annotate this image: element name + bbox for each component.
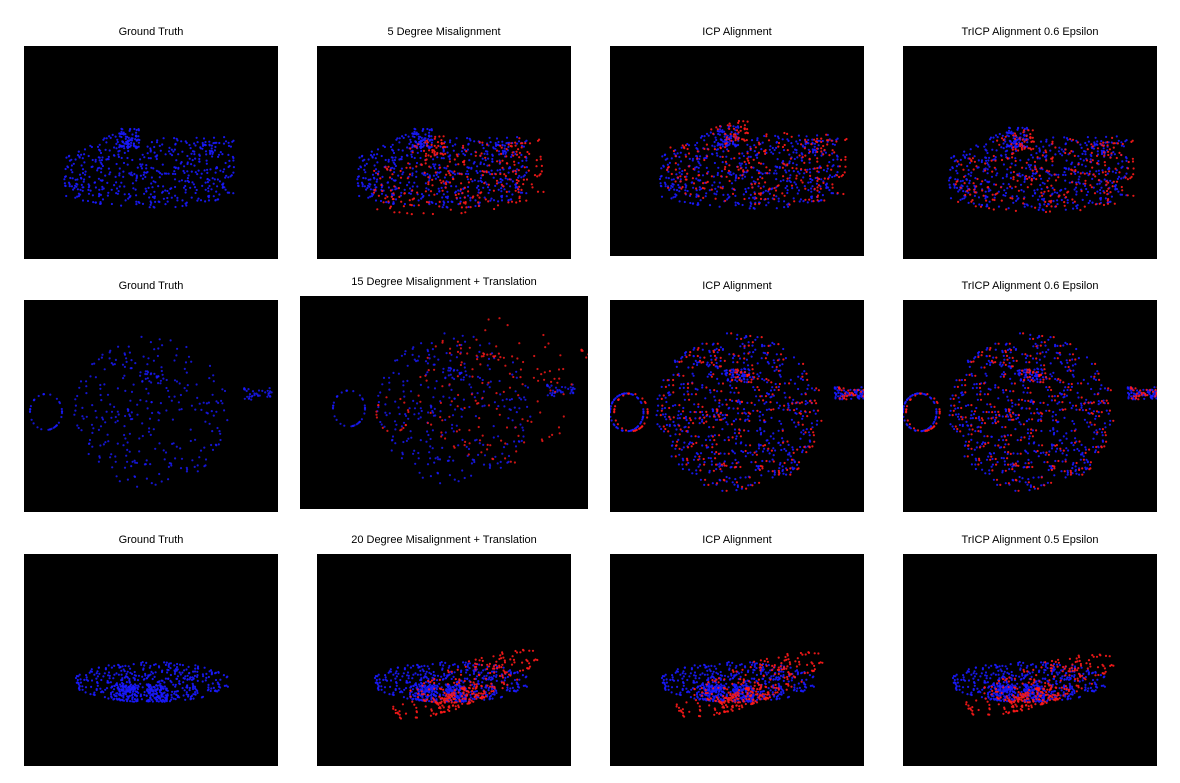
point-cloud-panel: [24, 300, 278, 512]
shoe-icon: [356, 127, 545, 216]
slipper-icon: [660, 651, 824, 718]
teapot-icon: [331, 317, 588, 485]
slipper-icon: [373, 648, 539, 720]
panel-title-r1c4: TrICP Alignment 0.6 Epsilon: [961, 26, 1099, 38]
point-cloud-panel: [300, 296, 588, 509]
point-cloud-panel: [903, 300, 1157, 512]
panel-title-r3c3: ICP Alignment: [702, 534, 772, 546]
slipper-icon: [74, 661, 229, 703]
panel-title-r1c1: Ground Truth: [118, 26, 184, 38]
point-cloud-panel: [610, 554, 864, 766]
teapot-icon: [903, 332, 1157, 492]
panel-title-r2c3: ICP Alignment: [702, 280, 772, 292]
panel-title-r3c2: 20 Degree Misalignment + Translation: [351, 534, 537, 546]
point-cloud-panel: [24, 554, 278, 766]
shoe-icon: [63, 127, 235, 209]
point-cloud-panel: [24, 46, 278, 259]
point-cloud-panel: [610, 46, 864, 256]
panel-title-r3c1: Ground Truth: [118, 534, 184, 546]
panel-title-r2c2: 15 Degree Misalignment + Translation: [351, 276, 537, 288]
panel-title-r2c1: Ground Truth: [118, 280, 184, 292]
point-cloud-panel: [903, 46, 1157, 259]
point-cloud-panel: [610, 300, 864, 512]
panel-title-r1c2: 5 Degree Misalignment: [387, 26, 501, 38]
teapot-icon: [610, 332, 864, 492]
slipper-icon: [951, 653, 1115, 716]
panel-title-r1c3: ICP Alignment: [702, 26, 772, 38]
shoe-icon: [947, 126, 1135, 214]
panel-title-r3c4: TrICP Alignment 0.5 Epsilon: [961, 534, 1099, 546]
point-cloud-panel: [903, 554, 1157, 766]
panel-title-r2c4: TrICP Alignment 0.6 Epsilon: [961, 280, 1099, 292]
teapot-icon: [28, 335, 273, 488]
shoe-icon: [658, 119, 848, 210]
point-cloud-panel: [317, 46, 571, 259]
point-cloud-panel: [317, 554, 571, 766]
